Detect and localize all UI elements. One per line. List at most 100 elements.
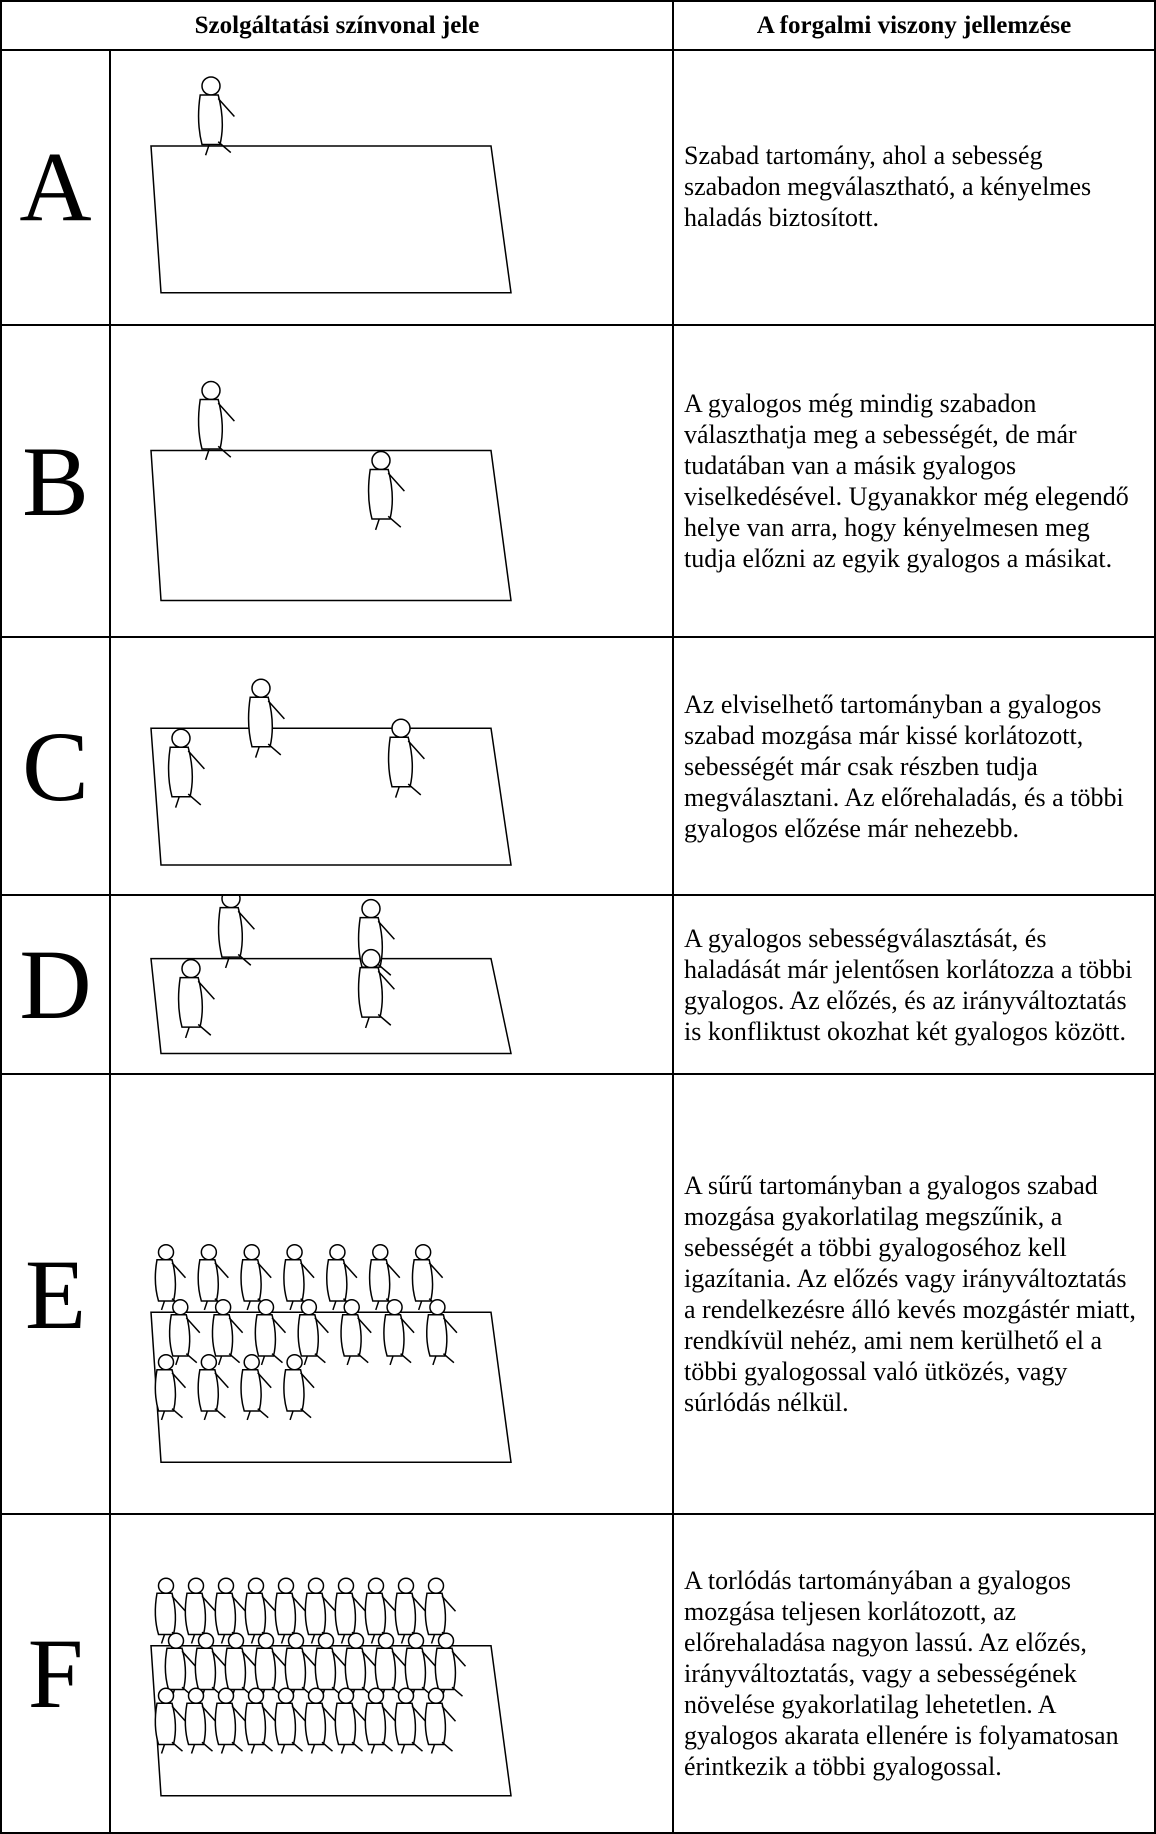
drawing-part — [247, 1577, 265, 1594]
drawing-part — [251, 678, 271, 699]
drawing-part — [391, 718, 411, 739]
header-cell-text: Szolgáltatási színvonal jele — [194, 11, 480, 39]
drawing-part — [154, 1258, 177, 1302]
drawing-part — [197, 1258, 220, 1302]
illustration-cell — [111, 326, 674, 638]
drawing-part — [247, 1687, 265, 1704]
drawing-part — [184, 1702, 207, 1746]
drawing-part — [397, 1577, 415, 1594]
drawing-part — [394, 740, 425, 798]
drawing-part — [167, 1632, 185, 1649]
drawing-part — [187, 1687, 205, 1704]
drawing-part — [432, 1317, 458, 1366]
drawing-part — [240, 1368, 262, 1412]
description-cell: A gyalogos még mindig szabadon választha… — [674, 326, 1156, 638]
drawing-part — [334, 1702, 357, 1746]
drawing-part — [184, 1592, 207, 1636]
drawing-part — [297, 1313, 320, 1357]
drawing-part — [307, 1577, 325, 1594]
drawing-part — [260, 1317, 287, 1366]
drawing-part — [286, 1353, 303, 1371]
drawing-part — [394, 1702, 417, 1746]
drawing-part — [194, 1647, 217, 1691]
drawing-part — [201, 76, 221, 96]
drawing-part — [337, 1687, 355, 1704]
drawing-part — [157, 1243, 175, 1261]
drawing-part — [168, 1313, 191, 1357]
drawing-part — [429, 1298, 446, 1316]
drawing-part — [244, 1592, 267, 1636]
drawing-part — [274, 1702, 297, 1746]
drawing-part — [346, 1317, 372, 1366]
drawing-part — [434, 1647, 457, 1691]
drawing-part — [340, 1313, 362, 1357]
drawing-part — [254, 700, 285, 758]
drawing-part — [400, 1705, 427, 1754]
drawing-part — [367, 468, 394, 520]
drawing-part — [317, 1632, 335, 1649]
level-cell: E — [2, 1075, 111, 1515]
drawing-part — [214, 1702, 237, 1746]
header-cell: Szolgáltatási színvonal jele — [2, 2, 674, 51]
drawing-part — [310, 1705, 337, 1754]
drawing-part — [430, 1705, 457, 1754]
drawing-part — [364, 1702, 387, 1746]
header-cell-text: A forgalmi viszony jellemzése — [756, 11, 1072, 39]
drawing-part — [201, 380, 221, 401]
drawing-part — [370, 1705, 397, 1754]
description-cell-text: A sűrű tartományban a gyalogos szabad mo… — [684, 1171, 1136, 1417]
illustration — [150, 76, 512, 294]
drawing-part — [364, 1592, 387, 1636]
drawing-part — [283, 1258, 305, 1302]
drawing-part — [300, 1298, 318, 1316]
drawing-part — [217, 1687, 235, 1704]
drawing-part — [326, 1258, 348, 1302]
drawing-part — [427, 1687, 445, 1704]
drawing-part — [204, 98, 235, 156]
illustration-cell — [111, 1075, 674, 1515]
drawing-part — [243, 1353, 260, 1371]
illustration — [150, 896, 512, 1055]
description-cell-text: Szabad tartomány, ahol a sebesség szabad… — [684, 141, 1092, 232]
description-cell: A torlódás tartományában a gyalogos mozg… — [674, 1515, 1156, 1834]
drawing-part — [404, 1647, 427, 1691]
description-cell: A gyalogos sebességválasztását, és halad… — [674, 896, 1156, 1075]
drawing-part — [286, 1243, 303, 1261]
level-cell: D — [2, 896, 111, 1075]
description-cell-text: A gyalogos még mindig szabadon választha… — [684, 389, 1129, 573]
drawing-part — [389, 1317, 415, 1366]
illustration-cell — [111, 49, 674, 326]
drawing-part — [343, 1298, 360, 1316]
drawing-part — [437, 1632, 455, 1649]
level-cell-text: B — [22, 425, 89, 537]
drawing-part — [257, 1632, 275, 1649]
drawing-part — [426, 1313, 448, 1357]
drawing-part — [240, 1258, 262, 1302]
level-cell-text: C — [22, 710, 89, 822]
drawing-part — [154, 1368, 177, 1412]
drawing-part — [177, 976, 204, 1028]
drawing-part — [221, 896, 241, 909]
drawing-part — [217, 906, 244, 958]
drawing-part — [427, 1577, 445, 1594]
level-cell-text: E — [24, 1238, 87, 1350]
level-cell-text: D — [19, 929, 92, 1040]
drawing-part — [287, 1632, 305, 1649]
drawing-part — [150, 449, 512, 602]
drawing-part — [150, 145, 512, 294]
drawing-part — [250, 1705, 277, 1754]
drawing-part — [307, 1687, 325, 1704]
drawing-part — [367, 1577, 385, 1594]
drawing-part — [274, 1592, 297, 1636]
drawing-part — [220, 1705, 247, 1754]
drawing-part — [154, 1592, 177, 1636]
drawing-part — [197, 1368, 220, 1412]
header-cell: A forgalmi viszony jellemzése — [674, 2, 1156, 51]
drawing-part — [424, 1592, 447, 1636]
drawing-part — [254, 1647, 277, 1691]
drawing-part — [277, 1577, 295, 1594]
drawing-part — [150, 1644, 512, 1797]
drawing-part — [304, 1592, 327, 1636]
drawing-part — [197, 1632, 215, 1649]
drawing-part — [394, 1592, 417, 1636]
